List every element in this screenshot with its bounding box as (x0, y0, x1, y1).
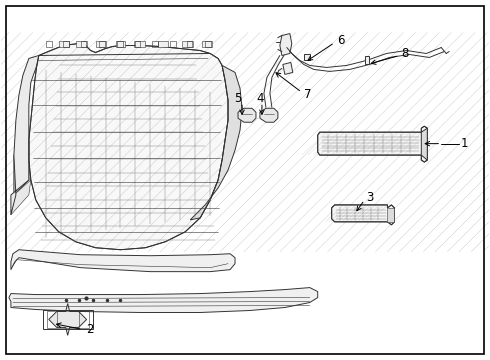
Polygon shape (202, 41, 212, 46)
Polygon shape (283, 62, 293, 75)
Polygon shape (59, 41, 69, 46)
Polygon shape (9, 288, 318, 312)
Polygon shape (280, 33, 292, 55)
Polygon shape (238, 108, 256, 122)
Text: 4: 4 (256, 92, 264, 105)
Polygon shape (116, 41, 125, 46)
Polygon shape (260, 108, 278, 122)
Polygon shape (158, 41, 168, 46)
Polygon shape (11, 250, 235, 272)
Polygon shape (29, 44, 228, 250)
Polygon shape (388, 208, 394, 222)
Polygon shape (421, 128, 427, 160)
Text: 6: 6 (337, 34, 344, 47)
Polygon shape (11, 55, 39, 215)
Polygon shape (365, 57, 368, 64)
Text: 5: 5 (234, 92, 242, 105)
Polygon shape (11, 180, 31, 215)
Polygon shape (332, 205, 394, 225)
Text: 3: 3 (367, 192, 374, 204)
Polygon shape (190, 66, 242, 220)
Text: 1: 1 (461, 137, 468, 150)
Polygon shape (135, 41, 146, 46)
Text: 8: 8 (401, 47, 409, 60)
Polygon shape (318, 126, 427, 162)
Polygon shape (96, 41, 105, 46)
Polygon shape (304, 54, 310, 60)
Text: 2: 2 (87, 323, 94, 336)
Polygon shape (49, 303, 87, 336)
Polygon shape (75, 41, 86, 46)
Text: 7: 7 (304, 88, 311, 101)
Polygon shape (182, 41, 192, 46)
Polygon shape (14, 140, 29, 195)
